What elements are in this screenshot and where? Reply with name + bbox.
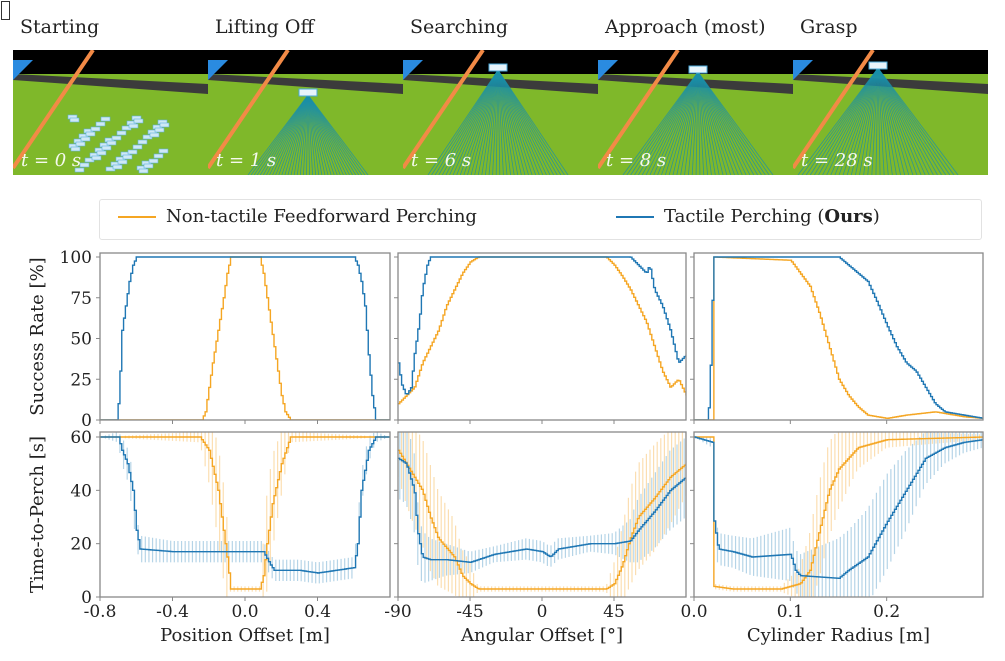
legend-label-tactile-suffix: ) [872,206,880,227]
series-line-nontactile [100,436,390,590]
series-line-tactile [398,457,686,564]
x-axis-label: Cylinder Radius [m] [747,625,930,646]
legend: Non-tactile Feedforward Perching Tactile… [99,199,982,240]
y-tick-label: 20 [70,535,92,555]
y-tick-label: 40 [70,481,92,501]
series-line-nontactile [100,256,390,420]
series-line-nontactile [398,256,686,405]
x-tick-label: -0.8 [84,602,117,622]
legend-label-nontactile: Non-tactile Feedforward Perching [166,206,477,227]
plot-area [694,432,983,597]
frame-timestamp: t = 0 s [21,150,82,171]
series-line-nontactile [694,436,983,590]
simulation-frame: t = 1 s [208,50,403,175]
series-line-tactile [398,256,686,395]
legend-label-tactile-prefix: Tactile Perching ( [664,206,825,227]
y-tick-label: 0 [81,588,92,608]
legend-item-nontactile: Non-tactile Feedforward Perching [118,206,477,227]
y-axis-label: Success Rate [%] [27,257,48,415]
series-line-tactile [100,436,390,574]
axes-frame [397,252,687,421]
plot-area [398,432,686,597]
x-tick-label: 0.4 [304,602,331,622]
x-tick-label: 0.0 [680,602,707,622]
simulation-scene [793,50,988,175]
simulation-frame: t = 8 s [598,50,793,175]
simulation-scene [403,50,598,175]
series-line-nontactile [694,256,983,420]
y-tick-label: 100 [60,248,92,268]
subplot-success-1 [394,252,687,424]
x-tick-label: -90 [384,602,411,622]
frame-timestamp: t = 1 s [216,150,277,171]
x-tick-label: 0.2 [873,602,900,622]
subplot-success-2 [690,252,984,424]
axes-frame [693,431,984,598]
x-tick-label: -45 [456,602,483,622]
plot-area [100,256,390,420]
plot-area [694,256,983,420]
y-tick-label: 50 [70,330,92,350]
simulation-frame: t = 28 s [793,50,988,175]
series-line-tactile [100,256,390,420]
y-tick-label: 25 [70,370,92,390]
simulation-frame: t = 0 s [13,50,208,175]
subplot-time-0: 0 20 40 60 -0.8 -0.4 0.0 0.4 Time-to-Perch [s] Po… [27,428,391,646]
x-axis-label: Angular Offset [°] [460,625,623,646]
legend-swatch-tactile [616,215,654,218]
simulation-scene [598,50,793,175]
simulation-scene [13,50,208,175]
legend-item-tactile: Tactile Perching (Ours) [616,206,880,227]
series-line-tactile [694,436,983,580]
simulation-scene [208,50,403,175]
x-axis-label: Position Offset [m] [160,625,330,646]
series-line-tactile [694,256,983,420]
frame-timestamp: t = 8 s [606,150,667,171]
x-tick-label: 0.1 [777,602,804,622]
frame-title: Approach (most) [605,16,766,38]
x-tick-label: 45 [603,602,625,622]
y-axis-label: Time-to-Perch [s] [27,436,48,593]
x-tick-label: 0.0 [231,602,258,622]
axes-frame [693,252,984,421]
y-tick-label: 0 [81,411,92,431]
subplot-time-1: -90 -45 0 45 Angular Offset [°] [384,431,687,646]
plot-area [100,432,390,597]
x-tick-label: -0.4 [156,602,189,622]
x-tick-label: 0 [537,602,548,622]
missing-glyph-box [1,1,10,20]
plot-area [398,256,686,405]
frame-title: Starting [20,16,100,38]
legend-swatch-nontactile [118,215,156,218]
frame-title: Lifting Off [215,16,314,38]
frame-timestamp: t = 6 s [411,150,472,171]
axes-frame [99,431,391,598]
series-line-nontactile [398,449,686,590]
y-tick-label: 75 [70,289,92,309]
subplot-time-2: 0.0 0.1 0.2 Cylinder Radius [m] [680,431,984,646]
frame-title: Grasp [800,16,858,38]
subplot-success-0: 0 25 50 75 100 Success Rate [%] [27,248,391,431]
legend-label-tactile-bold: Ours [824,206,873,227]
y-tick-label: 60 [70,428,92,448]
frame-timestamp: t = 28 s [801,150,873,171]
axes-frame [99,252,391,421]
simulation-frame: t = 6 s [403,50,598,175]
frame-title: Searching [410,16,509,38]
